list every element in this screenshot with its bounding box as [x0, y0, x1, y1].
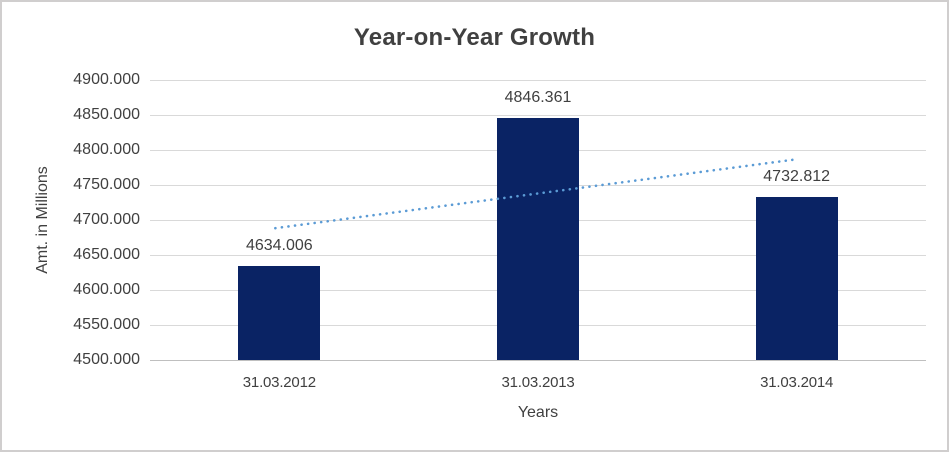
x-tick-label: 31.03.2014	[760, 374, 834, 391]
bar-31.03.2012	[238, 266, 321, 360]
gridline	[150, 114, 926, 116]
y-tick-label: 4500.000	[73, 351, 140, 368]
gridline	[150, 359, 926, 361]
y-tick-label: 4550.000	[73, 316, 140, 333]
x-tick-label: 31.03.2013	[501, 374, 575, 391]
x-axis-tick-labels: 31.03.2012 31.03.2013 31.03.2014	[150, 373, 926, 393]
chart-title: Year-on-Year Growth	[353, 24, 596, 51]
y-axis-tick-labels: 4900.000 4850.000 4800.000 4750.000 4700.000…	[2, 71, 140, 368]
bar-31.03.2013	[497, 117, 579, 360]
plot-area: 4634.006 4846.361 4732.812	[150, 79, 926, 361]
gridline	[150, 79, 926, 81]
data-label: 4634.006	[245, 237, 313, 255]
y-tick-label: 4900.000	[73, 71, 140, 88]
x-tick-label: 31.03.2012	[242, 374, 316, 391]
x-axis-title: Years	[517, 404, 559, 421]
data-label: 4846.361	[504, 88, 572, 106]
y-tick-label: 4800.000	[73, 141, 140, 158]
y-tick-label: 4700.000	[73, 211, 140, 228]
y-tick-label: 4750.000	[73, 176, 140, 193]
bar-31.03.2014	[755, 197, 838, 360]
y-tick-label: 4650.000	[73, 246, 140, 263]
y-tick-label: 4850.000	[73, 106, 140, 123]
y-tick-label: 4600.000	[73, 281, 140, 298]
trendline	[274, 157, 800, 230]
data-label: 4732.812	[763, 168, 831, 186]
